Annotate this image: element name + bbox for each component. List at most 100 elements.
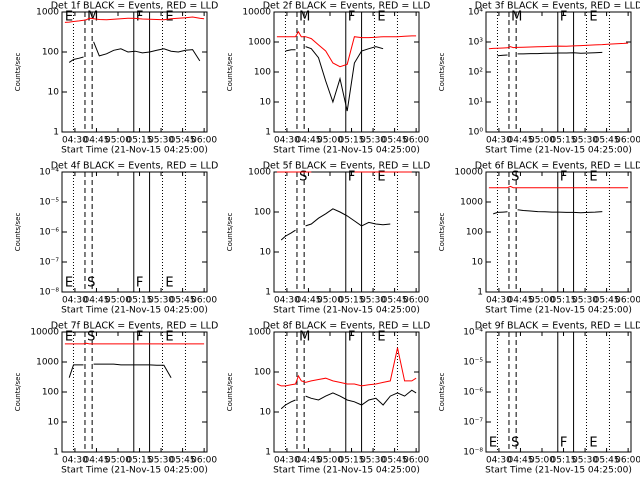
- y-tick-label: 1: [477, 288, 483, 298]
- x-axis-label: Start Time (21-Nov-15 04:25:00): [61, 466, 208, 476]
- y-axis-label: Counts/sec: [438, 53, 446, 92]
- x-tick-label: 04:30: [486, 296, 512, 306]
- y-tick-label: 10000: [242, 8, 271, 18]
- x-tick-label: 05:00: [105, 456, 131, 466]
- x-tick-label: 06:00: [615, 136, 640, 146]
- y-tick-label: 10000: [30, 328, 59, 338]
- event-flag: S: [511, 170, 519, 185]
- x-tick-label: 06:00: [615, 456, 640, 466]
- x-tick-label: 05:15: [551, 456, 577, 466]
- panel: Det 2f BLACK = Events, RED = LLD 04:3004:…: [226, 1, 430, 156]
- event-flag: S: [87, 276, 95, 291]
- panel-title: Det 7f BLACK = Events, RED = LLD: [51, 321, 219, 332]
- x-tick-label: 05:45: [170, 296, 196, 306]
- x-tick-label: 05:30: [572, 296, 598, 306]
- x-tick-label: 06:00: [191, 136, 217, 146]
- x-axis-label: Start Time (21-Nov-15 04:25:00): [485, 146, 632, 156]
- x-tick-label: 05:00: [529, 136, 555, 146]
- x-tick-label: 05:00: [317, 136, 343, 146]
- y-axis-label: Counts/sec: [14, 213, 22, 252]
- panel-title: Det 5f BLACK = Events, RED = LLD: [263, 161, 431, 172]
- x-tick-label: 05:45: [170, 136, 196, 146]
- x-tick-label: 04:45: [507, 456, 533, 466]
- event-flag: F: [136, 10, 143, 25]
- x-tick-label: 04:45: [83, 136, 109, 146]
- event-flag: E: [489, 436, 497, 451]
- plot-frame: [273, 331, 420, 453]
- x-tick-label: 04:45: [83, 456, 109, 466]
- event-flag: E: [165, 276, 173, 291]
- y-tick-label: 10⁻⁵: [463, 358, 483, 368]
- y-tick-label: 10⁻⁴: [463, 328, 483, 338]
- y-axis-label: Counts/sec: [14, 53, 22, 92]
- panel: Det 8f BLACK = Events, RED = LLD 04:3004:…: [226, 321, 430, 476]
- y-tick-label: 1000: [248, 328, 271, 338]
- event-flag: E: [65, 10, 73, 25]
- x-axis-label: Start Time (21-Nov-15 04:25:00): [273, 146, 420, 156]
- panel: Det 3f BLACK = Events, RED = LLD 04:3004:…: [438, 1, 640, 156]
- y-tick-label: 10⁰: [468, 128, 483, 138]
- x-tick-label: 05:15: [127, 136, 153, 146]
- series-line: [64, 342, 205, 345]
- series-line: [280, 208, 391, 241]
- y-tick-label: 10: [260, 98, 272, 108]
- x-tick-label: 04:30: [486, 136, 512, 146]
- y-tick-label: 10⁻⁶: [39, 228, 59, 238]
- y-tick-label: 1: [53, 448, 59, 458]
- x-axis-label: Start Time (21-Nov-15 04:25:00): [61, 306, 208, 316]
- x-tick-label: 04:30: [274, 136, 300, 146]
- x-tick-label: 06:00: [403, 136, 429, 146]
- y-axis-label: Counts/sec: [226, 373, 234, 412]
- plot-frame: [273, 171, 420, 293]
- x-axis-label: Start Time (21-Nov-15 04:25:00): [273, 466, 420, 476]
- x-tick-label: 04:30: [486, 456, 512, 466]
- y-tick-label: 1: [265, 448, 271, 458]
- y-tick-label: 100: [42, 48, 59, 58]
- event-flag: F: [136, 330, 143, 345]
- x-axis-label: Start Time (21-Nov-15 04:25:00): [485, 466, 632, 476]
- y-tick-label: 10⁻⁷: [463, 418, 483, 428]
- x-tick-label: 04:45: [507, 136, 533, 146]
- x-tick-label: 05:00: [317, 296, 343, 306]
- y-tick-label: 1000: [248, 38, 271, 48]
- x-axis-label: Start Time (21-Nov-15 04:25:00): [61, 146, 208, 156]
- y-tick-label: 1000: [248, 168, 271, 178]
- event-flag: M: [511, 10, 522, 25]
- y-tick-label: 100: [254, 68, 271, 78]
- x-tick-label: 05:00: [529, 456, 555, 466]
- series-line: [497, 51, 603, 57]
- y-axis-label: Counts/sec: [226, 213, 234, 252]
- x-tick-label: 05:00: [105, 296, 131, 306]
- x-tick-label: 05:45: [382, 296, 408, 306]
- x-tick-label: 05:30: [360, 136, 386, 146]
- panel-title: Det 6f BLACK = Events, RED = LLD: [475, 161, 640, 172]
- event-flag: F: [560, 436, 567, 451]
- x-tick-label: 06:00: [191, 456, 217, 466]
- y-tick-label: 10: [260, 408, 272, 418]
- series-line: [68, 41, 201, 63]
- x-tick-label: 04:45: [507, 296, 533, 306]
- panel: Det 9f BLACK = Events, RED = LLD 04:3004:…: [438, 321, 640, 476]
- x-tick-label: 05:15: [127, 456, 153, 466]
- panel-title: Det 4f BLACK = Events, RED = LLD: [51, 161, 219, 172]
- y-tick-label: 1000: [36, 8, 59, 18]
- event-flag: E: [377, 330, 385, 345]
- x-tick-label: 04:30: [274, 456, 300, 466]
- series-line: [488, 185, 629, 189]
- x-tick-label: 05:30: [360, 456, 386, 466]
- x-tick-label: 05:15: [127, 296, 153, 306]
- event-flag: E: [165, 330, 173, 345]
- y-tick-label: 10⁻⁴: [39, 168, 59, 178]
- x-tick-label: 04:45: [83, 296, 109, 306]
- y-tick-label: 10¹: [468, 98, 483, 108]
- x-axis-label: Start Time (21-Nov-15 04:25:00): [273, 306, 420, 316]
- y-tick-label: 1000: [460, 198, 483, 208]
- x-tick-label: 05:45: [594, 136, 620, 146]
- series-line: [68, 363, 172, 378]
- x-tick-label: 04:30: [62, 136, 88, 146]
- x-tick-label: 05:30: [148, 456, 174, 466]
- plot-frame: [61, 11, 208, 133]
- x-tick-label: 05:15: [339, 456, 365, 466]
- y-tick-label: 1000: [36, 358, 59, 368]
- panel-title: Det 8f BLACK = Events, RED = LLD: [263, 321, 431, 332]
